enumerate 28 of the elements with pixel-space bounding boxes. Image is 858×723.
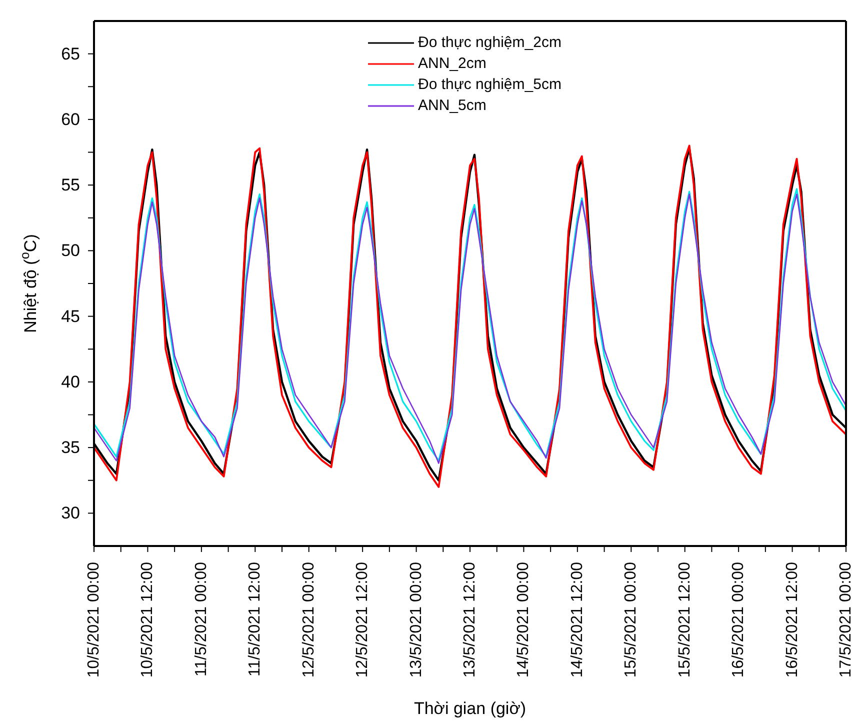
x-axis-title: Thời gian (giờ) (414, 699, 526, 718)
x-tick-label: 13/5/2021 00:00 (408, 562, 425, 678)
legend-label: ANN_2cm (418, 54, 486, 74)
x-tick-label: 12/5/2021 12:00 (354, 562, 372, 678)
x-tick-label: 14/5/2021 12:00 (568, 562, 586, 678)
y-tick-label: 60 (61, 110, 80, 129)
x-tick-label: 11/5/2021 12:00 (246, 562, 264, 676)
y-tick-label: 45 (61, 306, 80, 326)
legend-label: Đo thực nghiệm_2cm (418, 33, 562, 53)
x-tick-label: 16/5/2021 12:00 (784, 562, 801, 678)
y-tick-label: 40 (61, 372, 80, 392)
x-tick-label: 15/5/2021 12:00 (676, 562, 694, 678)
y-tick-label: 35 (61, 438, 80, 458)
x-tick-label: 12/5/2021 00:00 (300, 562, 318, 678)
y-tick-label: 65 (61, 44, 80, 64)
y-tick-label: 55 (61, 176, 80, 195)
x-tick-label: 14/5/2021 00:00 (515, 562, 532, 678)
y-tick-label: 30 (61, 504, 80, 523)
x-tick-label: 15/5/2021 00:00 (622, 562, 640, 678)
x-tick-label: 13/5/2021 12:00 (462, 562, 478, 678)
y-tick-label: 50 (61, 241, 80, 260)
x-tick-label: 16/5/2021 00:00 (730, 562, 748, 678)
x-tick-label: 11/5/2021 00:00 (192, 562, 210, 676)
x-tick-label: 17/5/2021 00:00 (838, 562, 854, 678)
x-tick-label: 10/5/2021 00:00 (86, 562, 102, 678)
legend-label: Đo thực nghiệm_5cm (418, 75, 562, 95)
x-tick-label: 10/5/2021 12:00 (139, 562, 156, 678)
legend-label: ANN_5cm (418, 96, 486, 116)
